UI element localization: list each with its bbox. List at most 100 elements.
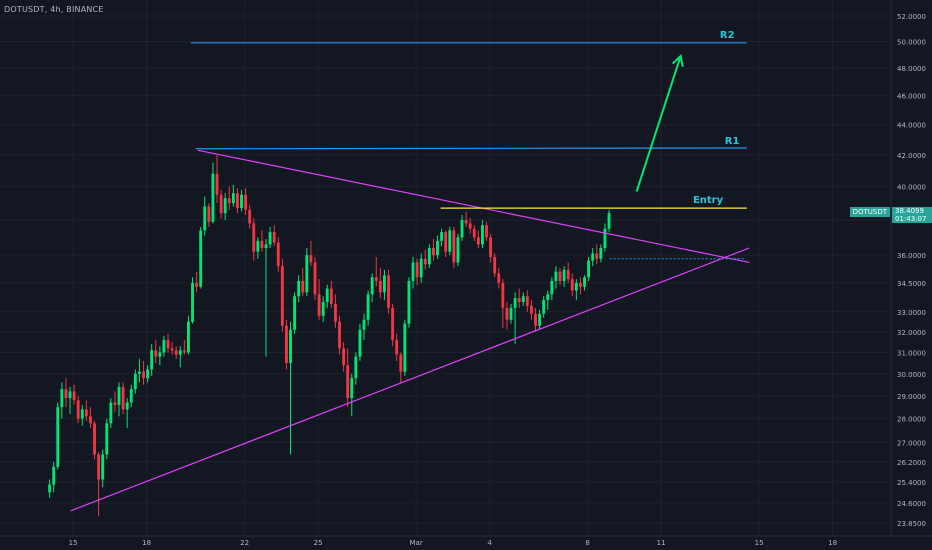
candle-body xyxy=(583,277,586,287)
candle-body xyxy=(558,271,562,281)
candle-body xyxy=(325,288,329,303)
candle-body xyxy=(591,253,595,261)
candle-body xyxy=(407,280,411,324)
time-axis[interactable]: 15 18 22 25 Mar 4 8 11 15 18 xyxy=(69,539,837,547)
candle-body xyxy=(432,247,435,256)
candle-body xyxy=(162,339,166,353)
candle-body xyxy=(481,225,484,245)
candle-body xyxy=(203,206,207,231)
candle-body xyxy=(440,232,444,241)
candle-body xyxy=(419,258,423,278)
candle-body xyxy=(133,373,137,390)
candle-body xyxy=(187,321,190,353)
candle-body xyxy=(215,173,219,195)
candle-body xyxy=(72,391,76,401)
time-tick-label: Mar xyxy=(409,539,422,547)
candle-body xyxy=(472,228,476,238)
price-tick-label: 27.0000 xyxy=(897,439,926,447)
price-tick-label: 34.5000 xyxy=(897,280,926,288)
candle-body xyxy=(97,454,101,480)
candle-body xyxy=(595,253,599,259)
price-tick-label: 28.0000 xyxy=(897,416,926,424)
candle-body xyxy=(154,350,158,357)
candle-body xyxy=(338,321,341,349)
candle-body xyxy=(166,339,170,349)
candle-body xyxy=(117,386,121,405)
candle-body xyxy=(231,193,235,204)
candle-body xyxy=(391,307,395,340)
entry-label: Entry xyxy=(693,195,724,206)
candle-body xyxy=(56,407,60,467)
candle-body xyxy=(138,371,141,374)
candle-body xyxy=(297,280,301,297)
candle-body xyxy=(574,282,578,291)
price-tick-label: 23.8500 xyxy=(897,520,926,528)
candle-body xyxy=(150,350,154,370)
candle-body xyxy=(456,237,460,263)
candle-body xyxy=(358,329,362,357)
time-tick-label: 8 xyxy=(585,539,589,547)
candle-body xyxy=(493,256,497,274)
candle-body xyxy=(158,352,162,357)
candle-body xyxy=(489,237,493,257)
candle-body xyxy=(501,282,505,308)
candle-body xyxy=(256,240,260,252)
candle-body xyxy=(599,247,603,259)
r1-line xyxy=(195,147,747,150)
time-tick-label: 25 xyxy=(314,539,323,547)
projection-arrow xyxy=(635,55,682,192)
candle-body xyxy=(354,356,358,379)
grid-lines xyxy=(0,0,932,537)
time-tick-label: 18 xyxy=(142,539,151,547)
candle-body xyxy=(464,220,468,224)
candle-body xyxy=(538,313,542,326)
candle-body xyxy=(505,307,509,320)
candle-body xyxy=(587,260,591,278)
price-tick-label: 31.0000 xyxy=(897,349,926,357)
candle-body xyxy=(607,213,611,229)
candle-body xyxy=(542,300,546,314)
candle-body xyxy=(268,232,272,245)
time-tick-label: 15 xyxy=(755,539,764,547)
candle-body xyxy=(521,296,525,303)
candle-body xyxy=(84,409,88,417)
time-tick-label: 4 xyxy=(487,539,492,547)
candle-body xyxy=(387,275,390,308)
candle-body xyxy=(485,225,488,238)
candle-body xyxy=(93,423,96,455)
candle-body xyxy=(346,365,350,399)
candle-body xyxy=(113,402,117,405)
countdown: 01:43:07 xyxy=(895,215,927,223)
triangle-lower-line xyxy=(70,247,750,512)
candle-body xyxy=(517,298,521,303)
candle-body xyxy=(383,275,386,293)
price-axis[interactable]: 52.0000 50.0000 48.0000 46.0000 44.0000 42.00… xyxy=(897,13,926,528)
candle-body xyxy=(427,247,431,265)
price-tick-label: 33.0000 xyxy=(897,309,926,317)
candle-body xyxy=(260,240,264,248)
candle-body xyxy=(125,402,129,410)
candle-body xyxy=(60,389,64,408)
candle-body xyxy=(199,230,203,287)
candle-body xyxy=(570,279,574,291)
candle-body xyxy=(129,389,133,403)
r2-label: R2 xyxy=(720,30,735,41)
candle-body xyxy=(211,173,215,222)
symbol-title: DOTUSDT, 4h, BINANCE xyxy=(4,5,104,14)
price-tick-label: 40.0000 xyxy=(897,184,926,192)
candle-body xyxy=(476,237,480,245)
candle-body xyxy=(603,228,607,248)
price-tick-label: 44.0000 xyxy=(897,122,926,130)
candle-body xyxy=(109,402,113,424)
last-price: 38.4099 xyxy=(895,207,924,215)
candle-body xyxy=(68,391,72,399)
candle-body xyxy=(415,262,419,278)
candle-body xyxy=(562,269,566,281)
price-tick-label: 36.0000 xyxy=(897,252,926,260)
candle-body xyxy=(195,282,199,287)
price-tick-label: 46.0000 xyxy=(897,93,926,101)
candle-body xyxy=(342,348,346,366)
candle-body xyxy=(378,280,382,293)
